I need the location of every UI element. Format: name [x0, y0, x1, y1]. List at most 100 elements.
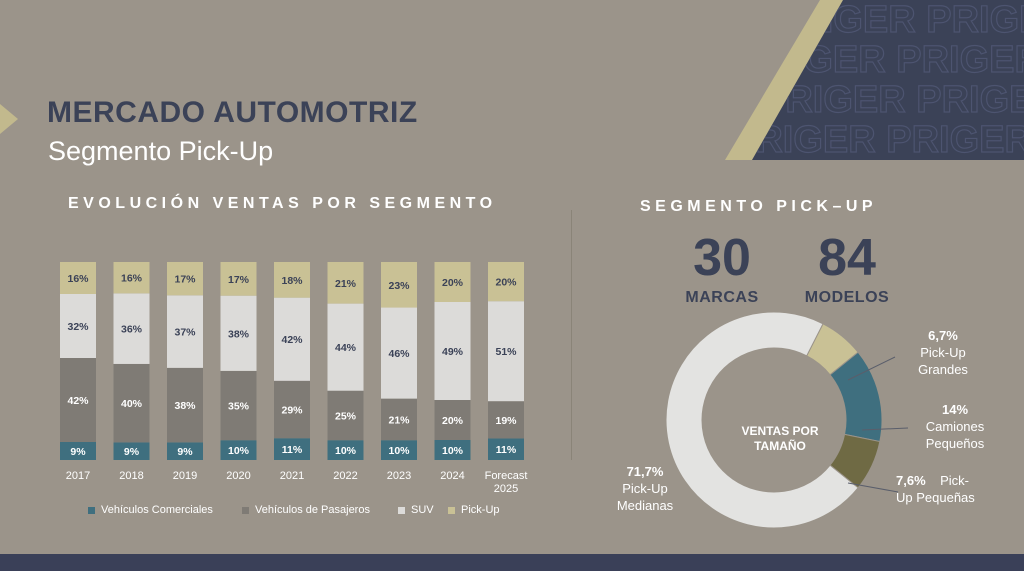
bar-segment: [488, 438, 524, 460]
marcas-count: 30: [693, 229, 751, 287]
legend-item-suv: SUV: [398, 504, 434, 516]
bar-data-label: 9%: [177, 446, 193, 458]
bar-segment: [488, 401, 524, 439]
bar-segment: [60, 358, 96, 442]
bar-segment: [60, 294, 96, 358]
x-tick-label: 2024: [440, 470, 464, 482]
bar-data-label: 18%: [281, 275, 303, 287]
legend-label-comerciales: Vehículos Comerciales: [101, 504, 213, 516]
bar-segment: [381, 262, 417, 308]
svg-text:PRIGER PRIGER PRIGER PRIGER: PRIGER PRIGER PRIGER PRIGER: [730, 119, 1024, 161]
bar-data-label: 10%: [335, 445, 357, 457]
slice-text-pickup-grandes-2: Grandes: [918, 362, 968, 377]
bottom-strip: [0, 554, 1024, 571]
x-tick-label: 2021: [280, 470, 304, 482]
bar-segment: [167, 367, 203, 443]
bar-segment: [327, 303, 364, 391]
legend-label-pickup: Pick-Up: [461, 504, 500, 516]
legend-swatch-comerciales: [88, 506, 95, 514]
slice-value-camiones: 14%: [941, 402, 969, 417]
bar-data-label: 40%: [121, 398, 143, 410]
slice-text-camiones-2: Pequeños: [925, 436, 985, 451]
slice-text-pickup-pequenas-1: Pick-: [940, 473, 969, 488]
slice-value-pickup-medianas: 71,7%: [626, 464, 664, 479]
legend-swatch-suv: [398, 506, 405, 514]
x-tick-label: 2019: [173, 470, 197, 482]
slice-text-pickup-medianas-2: Medianas: [616, 498, 674, 513]
bar-data-label: 51%: [495, 346, 517, 358]
bar-segment: [60, 262, 96, 294]
bar-segment: [113, 262, 150, 294]
legend-label-suv: SUV: [411, 504, 434, 516]
bar-data-label: 9%: [70, 446, 86, 458]
bar-data-label: 20%: [442, 277, 464, 289]
bar-data-label: 11%: [496, 444, 517, 456]
bar-segment: [488, 262, 524, 302]
x-tick-label: 2018: [119, 470, 143, 482]
bar-segment: [113, 293, 150, 364]
bar-data-label: 16%: [121, 273, 143, 285]
bar-data-label: 32%: [67, 321, 89, 333]
page-subtitle: Segmento Pick-Up: [48, 136, 274, 166]
bar-segment: [327, 390, 364, 441]
left-arrow-accent: [0, 104, 18, 134]
bar-segment: [274, 262, 310, 298]
bar-segment: [381, 398, 417, 441]
bar-chart-title: EVOLUCIÓN VENTAS POR SEGMENTO: [68, 195, 497, 212]
slice-label-pickup-grandes: 6,7% Pick-Up Grandes: [893, 327, 993, 378]
legend-label-pasajeros: Vehículos de Pasajeros: [255, 504, 370, 516]
donut-center-line-1: VENTAS POR: [741, 424, 819, 438]
bar-segment: [220, 440, 257, 460]
bar-segment: [220, 370, 257, 441]
leader-line: [847, 482, 899, 493]
legend-item-comerciales: Vehículos Comerciales: [88, 504, 213, 516]
slice-value-pickup-pequenas: 7,6%: [896, 473, 926, 488]
leader-line: [847, 356, 896, 381]
bar-segment: [167, 442, 203, 460]
bar-data-label: 21%: [388, 414, 410, 426]
modelos-label: MODELOS: [804, 289, 890, 306]
legend-item-pasajeros: Vehículos de Pasajeros: [242, 504, 370, 516]
slice-text-pickup-medianas-1: Pick-Up: [622, 481, 668, 496]
bar-data-label: 37%: [174, 327, 196, 339]
bar-segment: [167, 262, 203, 296]
legend-swatch-pasajeros: [242, 506, 249, 514]
bar-data-label: 20%: [495, 277, 517, 289]
modelos-count: 84: [818, 229, 876, 287]
slice-text-pickup-grandes-1: Pick-Up: [920, 345, 966, 360]
slice-label-pickup-pequenas: 7,6% Pick- Up Pequeñas: [896, 472, 1012, 506]
svg-text:PRIGER PRIGER PRIGER PRIGER: PRIGER PRIGER PRIGER PRIGER: [760, 79, 1024, 121]
page-title: MERCADO AUTOMOTRIZ: [47, 96, 418, 129]
x-tick-label: 2017: [66, 470, 90, 482]
bar-data-label: 10%: [228, 445, 250, 457]
slice-text-camiones-1: Camiones: [925, 419, 985, 434]
slice-label-camiones: 14% Camiones Pequeños: [905, 401, 1005, 452]
bar-segment: [274, 438, 310, 460]
bar-segment: [220, 262, 257, 296]
bar-segment: [327, 262, 364, 304]
bar-data-label: 44%: [335, 342, 357, 354]
donut-center-line-2: TAMAÑO: [754, 439, 806, 453]
section-divider: [571, 210, 572, 460]
legend-swatch-pickup: [448, 506, 455, 514]
bar-segment: [434, 302, 471, 400]
bar-data-label: 38%: [174, 400, 196, 412]
bar-segment: [113, 363, 150, 443]
bar-segment: [274, 380, 310, 439]
donut-section-title: SEGMENTO PICK–UP: [640, 198, 878, 215]
donut-hole: [702, 348, 846, 492]
marcas-label: MARCAS: [685, 289, 759, 306]
bar-segment: [113, 442, 150, 460]
bar-data-label: 23%: [388, 280, 410, 292]
bar-data-label: 36%: [121, 324, 143, 336]
bar-data-label: 29%: [281, 405, 303, 417]
bar-segment: [434, 400, 471, 440]
bar-data-label: 35%: [228, 401, 250, 413]
slice-value-pickup-grandes: 6,7%: [928, 328, 958, 343]
bar-segment: [434, 440, 471, 460]
bar-segment: [220, 295, 257, 371]
bar-data-label: 38%: [228, 328, 250, 340]
